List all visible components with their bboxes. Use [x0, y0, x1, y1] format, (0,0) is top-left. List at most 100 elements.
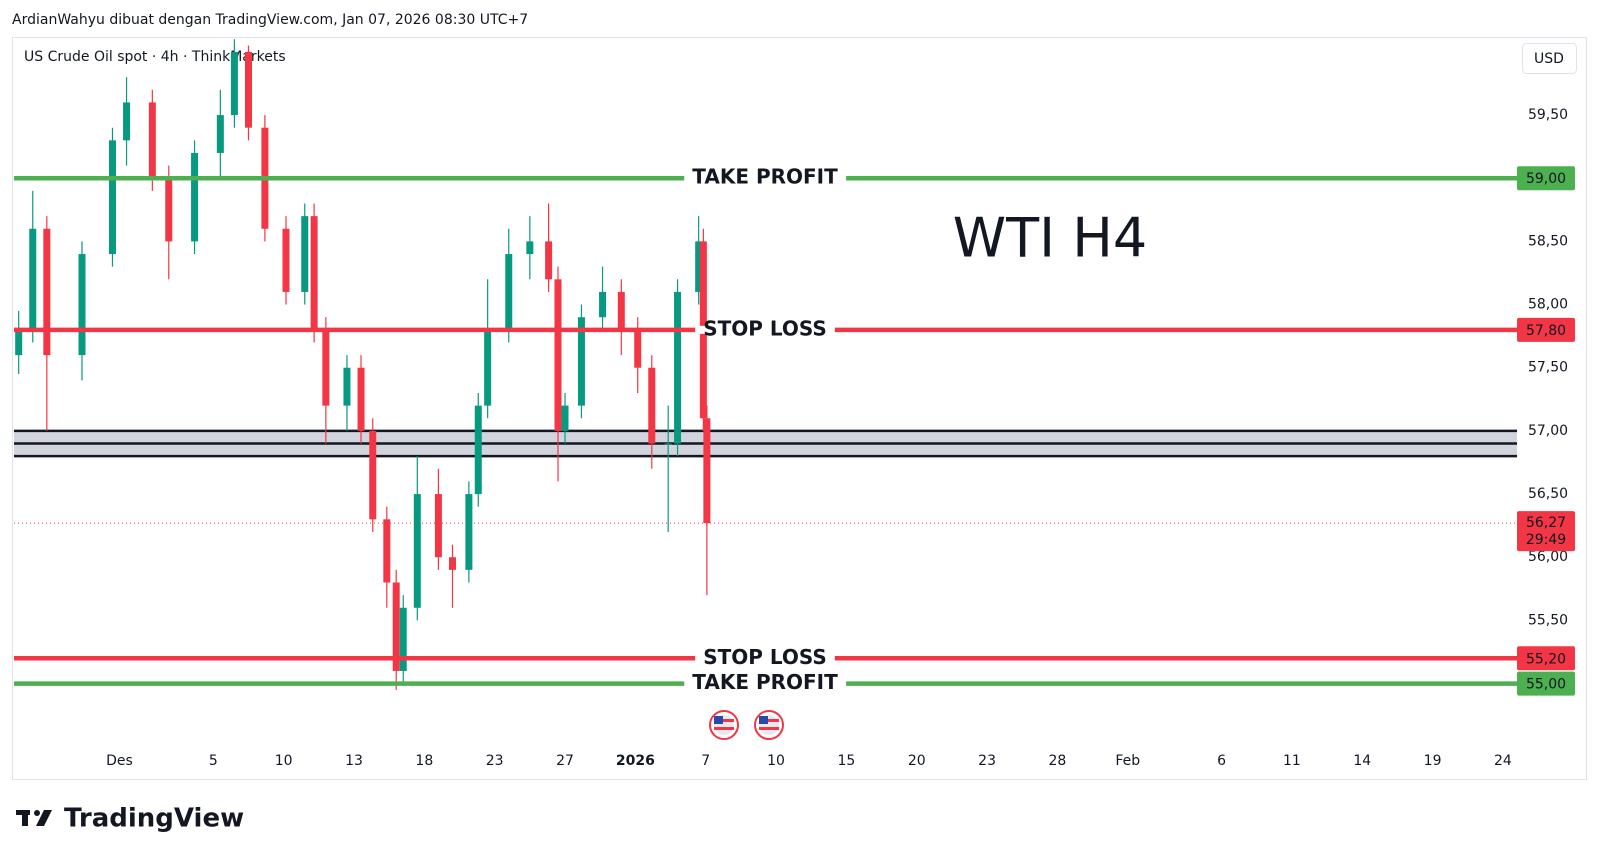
y-tick-label: 57,50: [1528, 360, 1568, 376]
logo-mark: [16, 810, 52, 826]
x-tick-label: 20: [908, 753, 926, 769]
x-tick-label: 7: [701, 753, 710, 769]
level-badge: [1517, 646, 1575, 671]
candle-body: [545, 241, 553, 280]
level-badge-label: 55,20: [1526, 651, 1566, 667]
x-tick-label: 24: [1494, 753, 1512, 769]
candle-body: [561, 405, 569, 431]
x-tick-label: 19: [1424, 753, 1442, 769]
candle-body: [191, 152, 199, 242]
candle-body: [664, 443, 672, 445]
candle-body: [577, 317, 585, 406]
last-price-label: 56,27: [1526, 515, 1566, 531]
candle-body: [484, 329, 492, 406]
candle-body: [617, 291, 625, 330]
x-tick-label: 2026: [616, 753, 655, 769]
y-tick-label: 55,50: [1528, 612, 1568, 628]
candle-body: [216, 115, 224, 153]
level-label-bg: [695, 654, 835, 663]
candle-body: [465, 494, 473, 570]
candle-body: [357, 367, 365, 431]
x-tick-label: 14: [1353, 753, 1371, 769]
y-tick-label: 56,00: [1528, 549, 1568, 565]
x-tick-label: 13: [345, 753, 363, 769]
level-badge: [1517, 671, 1575, 696]
candle-body: [474, 405, 482, 495]
candle-body: [648, 367, 656, 444]
level-label: STOP LOSS: [703, 645, 827, 669]
level-badge-label: 55,00: [1526, 677, 1566, 693]
level-badge-label: 57,80: [1526, 323, 1566, 339]
candle-body: [599, 291, 607, 318]
logo-text: TradingView: [64, 804, 244, 834]
candle-body: [448, 557, 456, 570]
event-icon[interactable]: [709, 710, 739, 740]
candle-body: [123, 102, 131, 141]
y-tick-label: 59,50: [1528, 107, 1568, 123]
x-tick-label: 6: [1217, 753, 1226, 769]
chart-panel: [12, 37, 1587, 780]
x-tick-label: 11: [1283, 753, 1301, 769]
level-label: TAKE PROFIT: [692, 670, 838, 694]
countdown: 29:49: [1526, 532, 1566, 548]
candle-body: [343, 367, 351, 406]
event-icon[interactable]: [754, 710, 784, 740]
level-badge: [1517, 166, 1575, 191]
currency-button[interactable]: [1522, 43, 1577, 74]
candle-body: [554, 279, 562, 431]
level-label: TAKE PROFIT: [692, 165, 838, 189]
candle-body: [505, 254, 513, 330]
x-tick-label: 27: [556, 753, 574, 769]
level-badge: [1517, 317, 1575, 342]
candle-body: [526, 241, 534, 255]
candle-body: [230, 51, 238, 116]
candle-body: [15, 329, 23, 356]
x-tick-label: 28: [1049, 753, 1067, 769]
level-label: STOP LOSS: [703, 316, 827, 340]
candle-body: [244, 51, 252, 128]
candle-body: [413, 494, 421, 608]
x-tick-label: 23: [978, 753, 996, 769]
candle-body: [634, 329, 642, 368]
level-label-bg: [695, 325, 835, 334]
candle-body: [29, 228, 37, 330]
level-label-bg: [684, 679, 847, 688]
x-tick-label: 5: [209, 753, 218, 769]
level-label-bg: [684, 174, 847, 183]
candle-body: [165, 178, 173, 242]
candle-body: [383, 519, 391, 583]
candle-body: [310, 216, 318, 330]
candle-body: [703, 418, 711, 524]
candle-body: [695, 241, 703, 292]
candle-body: [322, 329, 330, 406]
x-tick-label: 15: [837, 753, 855, 769]
candle-body: [674, 291, 682, 444]
candle-body: [78, 254, 86, 356]
y-tick-label: 58,00: [1528, 297, 1568, 313]
y-tick-label: 57,00: [1528, 423, 1568, 439]
x-tick-label: 10: [275, 753, 293, 769]
x-tick-label: Feb: [1115, 753, 1140, 769]
level-badge-label: 59,00: [1526, 171, 1566, 187]
candle-body: [392, 582, 400, 671]
candle-body: [434, 494, 442, 558]
candle-body: [148, 102, 156, 179]
x-tick-label: Des: [106, 753, 133, 769]
y-tick-label: 56,50: [1528, 486, 1568, 502]
x-tick-label: 10: [767, 753, 785, 769]
x-tick-label: 23: [486, 753, 504, 769]
candle-body: [369, 430, 377, 520]
last-price-badge: [1517, 511, 1575, 552]
chart-title: WTI H4: [953, 207, 1147, 270]
candle-body: [43, 228, 51, 356]
candle-body: [399, 607, 407, 671]
symbol: US Crude Oil spot · 4h · ThinkMarkets: [24, 49, 286, 65]
y-tick-label: 58,50: [1528, 233, 1568, 249]
x-tick-label: 18: [415, 753, 433, 769]
currency[interactable]: USD: [1534, 51, 1564, 67]
candle-body: [282, 228, 290, 292]
candle-body: [108, 140, 116, 255]
caption: ArdianWahyu dibuat dengan TradingView.co…: [12, 12, 528, 28]
